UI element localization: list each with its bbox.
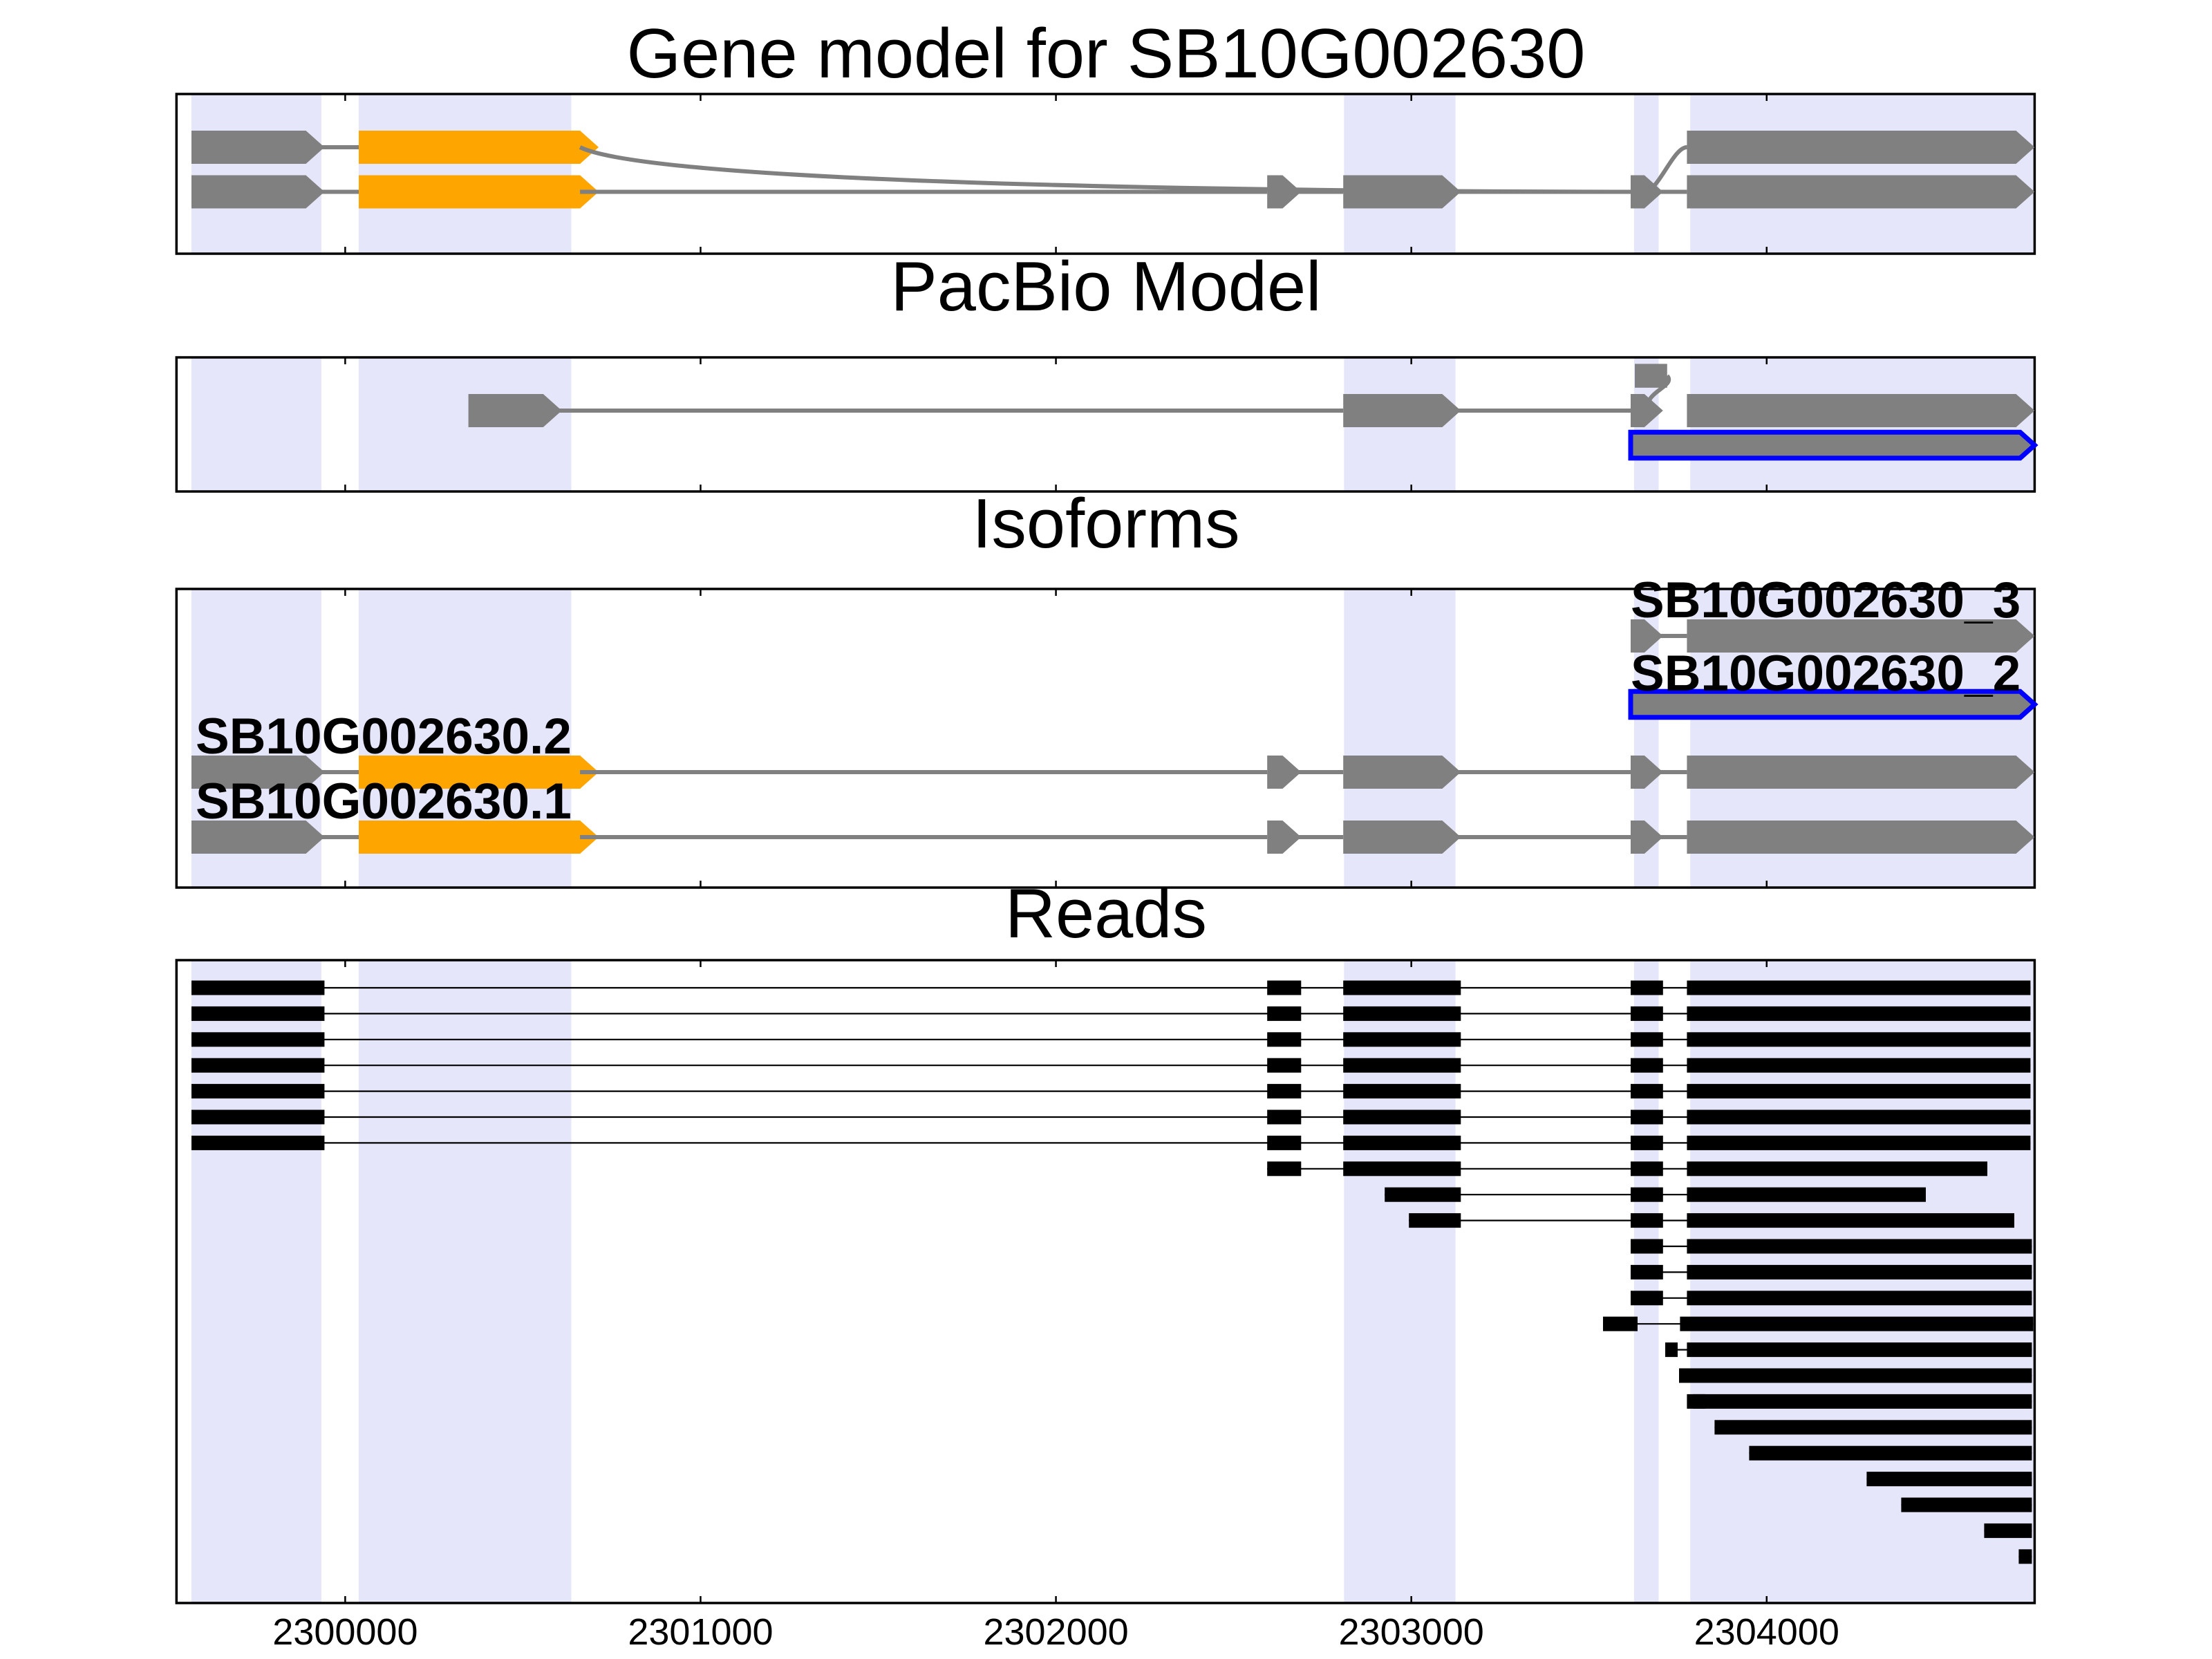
svg-text:SB10G002630.2: SB10G002630.2 [196,709,572,765]
svg-text:2300000: 2300000 [272,1611,418,1653]
svg-text:2304000: 2304000 [1694,1611,1839,1653]
svg-text:Reads: Reads [1005,875,1207,953]
svg-text:PacBio Model: PacBio Model [890,248,1321,326]
svg-text:Isoforms: Isoforms [972,485,1239,563]
svg-text:Gene model for SB10G002630: Gene model for SB10G002630 [627,15,1586,93]
svg-text:2301000: 2301000 [628,1611,773,1653]
svg-text:2302000: 2302000 [983,1611,1128,1653]
svg-text:SB10G002630_2: SB10G002630_2 [1631,646,2021,702]
svg-text:2303000: 2303000 [1339,1611,1484,1653]
svg-text:SB10G002630.1: SB10G002630.1 [196,774,572,830]
svg-text:SB10G002630_3: SB10G002630_3 [1631,572,2021,628]
